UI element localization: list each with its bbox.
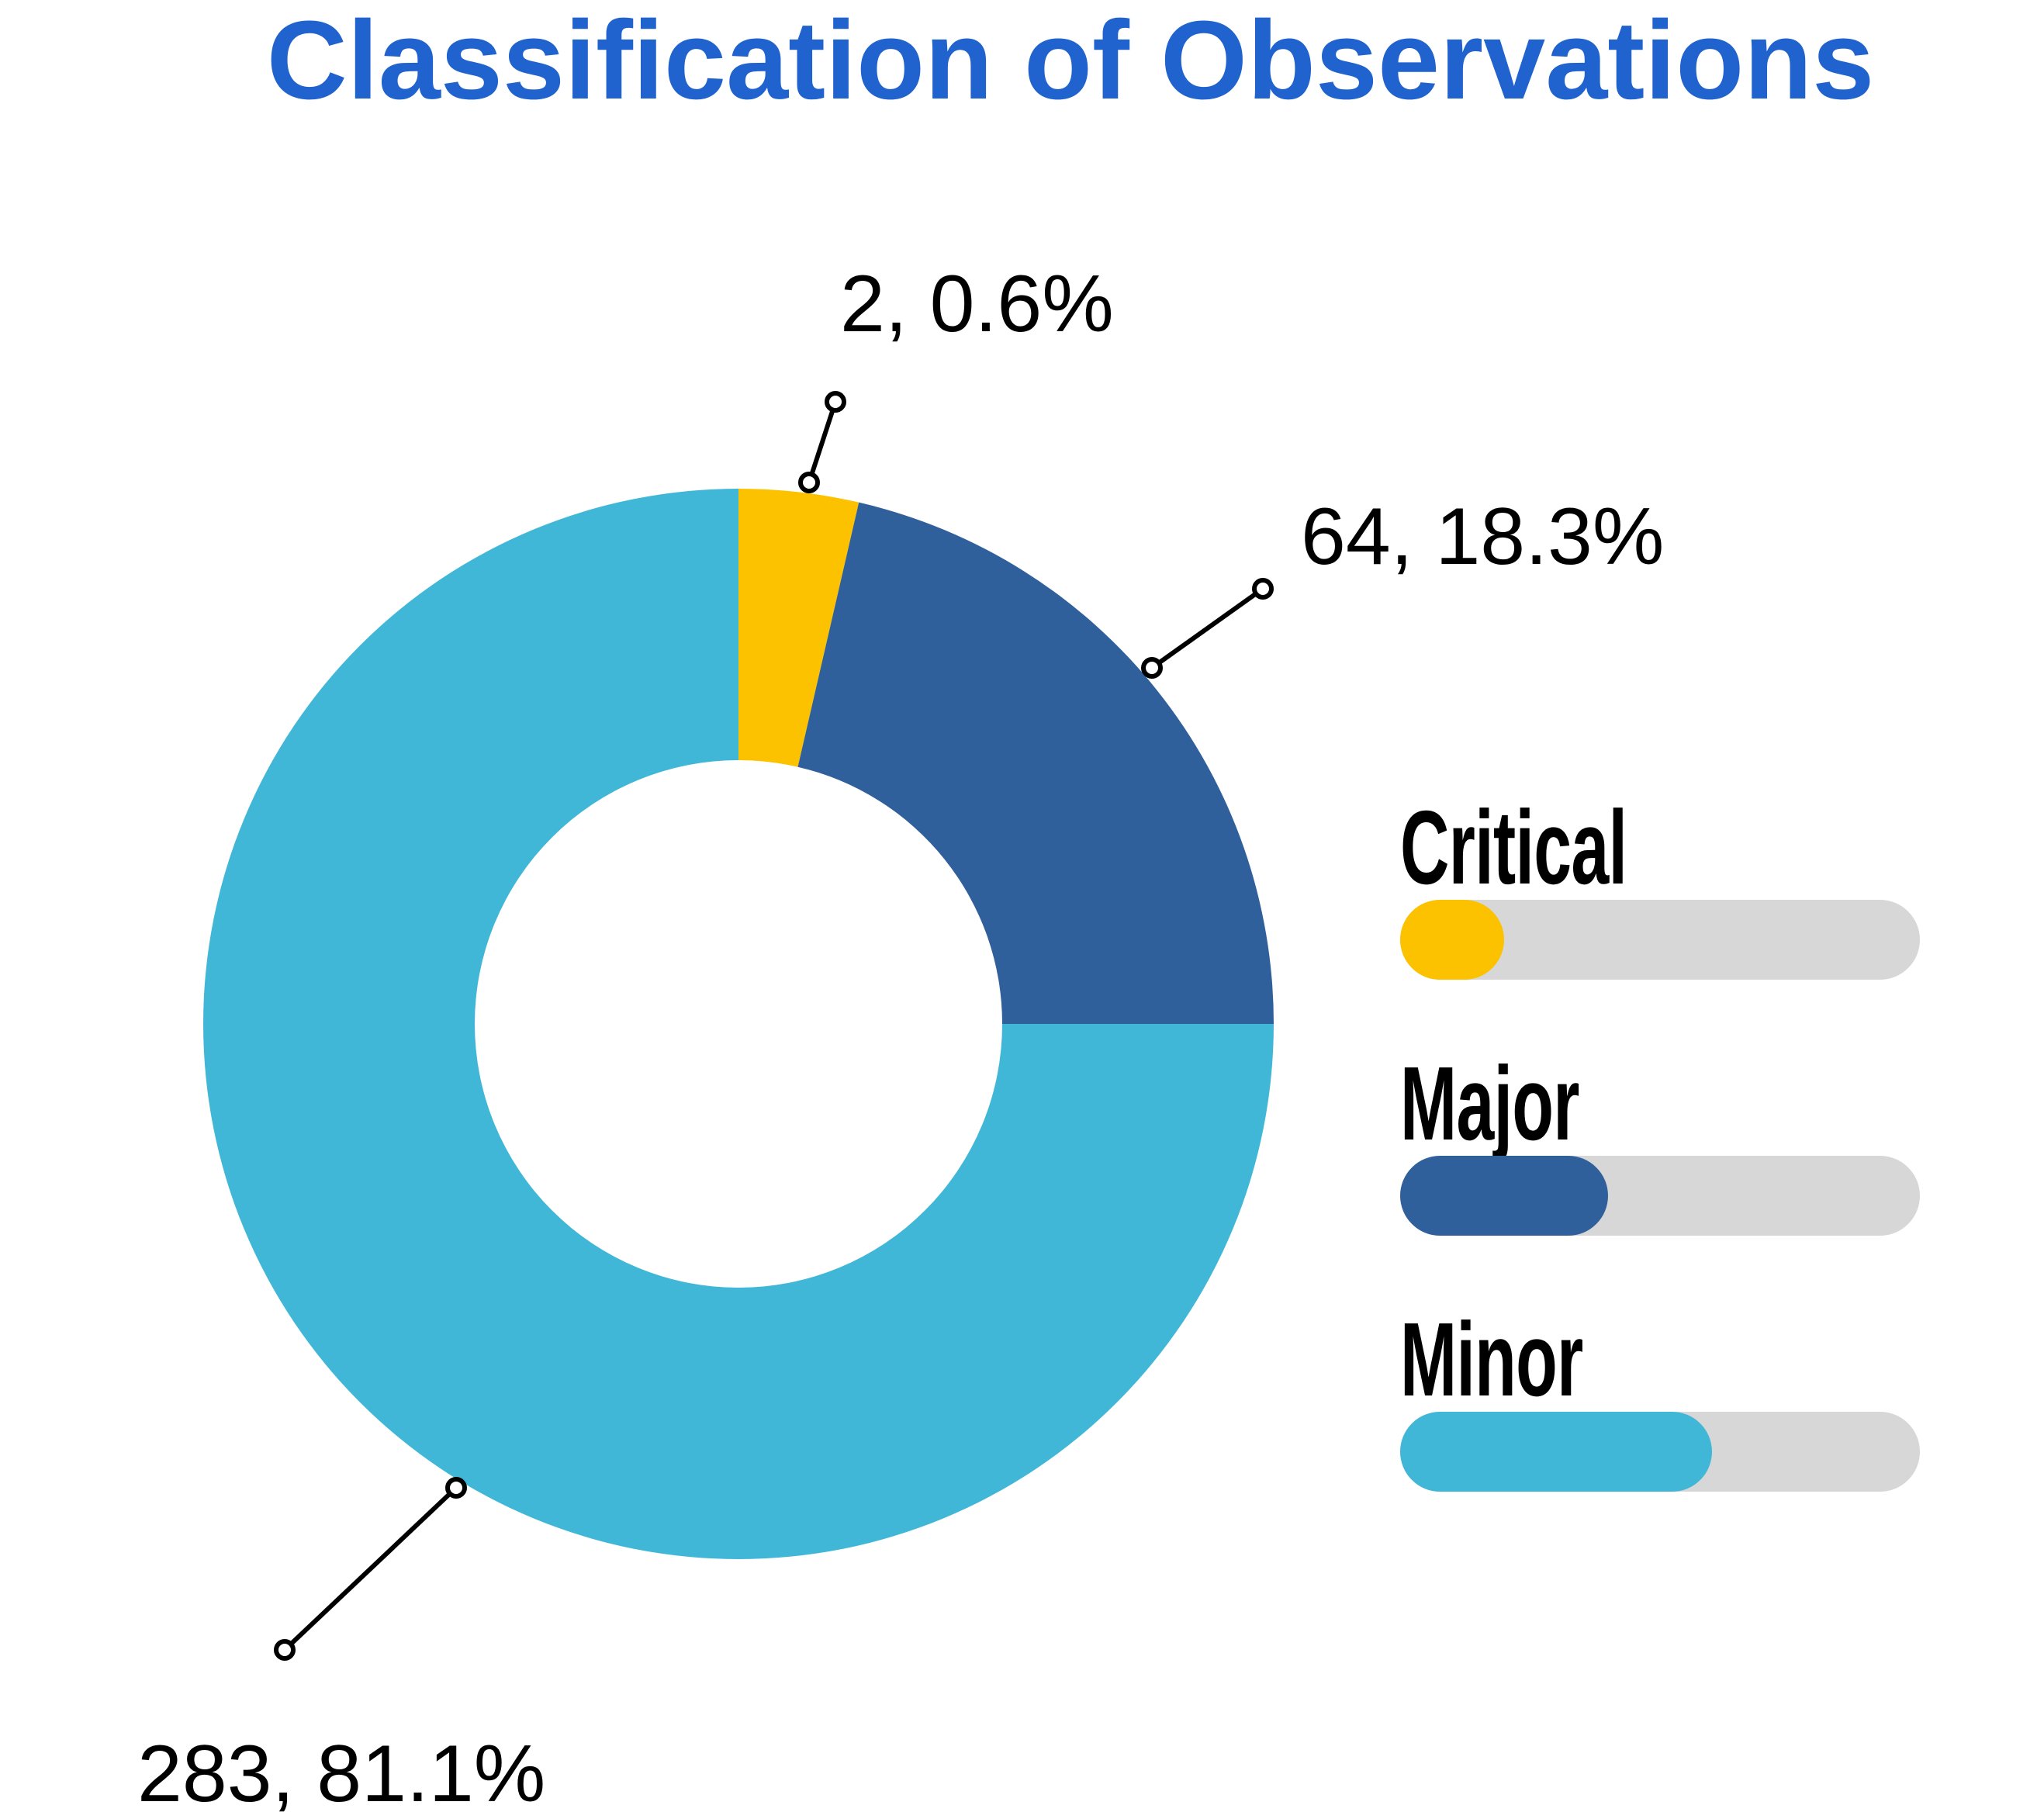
pie-segment-critical	[738, 489, 859, 767]
legend: Critical Major Minor	[1400, 795, 1920, 1563]
legend-item-minor: Minor	[1400, 1307, 1920, 1492]
legend-bar-critical	[1400, 900, 1920, 980]
pie-segment-minor	[203, 489, 1274, 1559]
legend-bar-minor	[1400, 1412, 1920, 1492]
legend-label-critical: Critical	[1400, 789, 1627, 906]
callout-leader-minor	[274, 1477, 467, 1661]
pie-segment-major	[797, 502, 1274, 1024]
legend-bar-fill-major	[1400, 1156, 1608, 1236]
callout-label-minor: 283, 81.1%	[137, 1729, 546, 1819]
callout-leader-critical	[798, 391, 846, 493]
legend-bar-fill-minor	[1400, 1412, 1712, 1492]
legend-label-major: Major	[1400, 1045, 1579, 1162]
legend-item-critical: Critical	[1400, 795, 1920, 980]
legend-label-minor: Minor	[1400, 1301, 1583, 1418]
callout-label-major: 64, 18.3%	[1301, 492, 1665, 582]
callout-label-critical: 2, 0.6%	[840, 259, 1114, 349]
legend-bar-major	[1400, 1156, 1920, 1236]
chart-title: Classification of Observations	[266, 0, 1875, 123]
legend-item-major: Major	[1400, 1051, 1920, 1236]
callout-leader-major	[1141, 578, 1274, 679]
legend-bar-fill-critical	[1400, 900, 1504, 980]
